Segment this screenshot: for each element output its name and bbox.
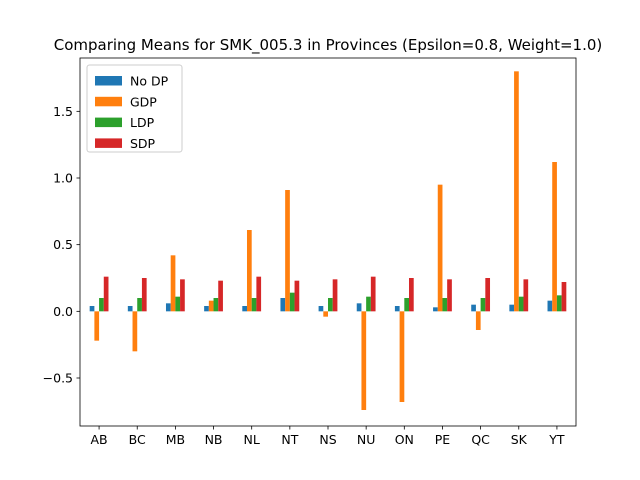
bar-no-dp-bc bbox=[127, 306, 133, 312]
bar-no-dp-mb bbox=[165, 303, 171, 312]
legend-swatch-ldp bbox=[95, 117, 122, 128]
legend-swatch-no-dp bbox=[95, 76, 122, 86]
bar-no-dp-qc bbox=[471, 304, 476, 312]
legend-box bbox=[86, 64, 183, 153]
x-tick-label: YT bbox=[548, 432, 565, 447]
bar-ldp-yt bbox=[556, 295, 562, 312]
y-tick-label: −0.5 bbox=[43, 371, 73, 386]
y-tick-label: 0.5 bbox=[53, 237, 73, 252]
x-tick-label: NT bbox=[281, 432, 298, 447]
bar-ldp-nb bbox=[213, 298, 219, 312]
bar-no-dp-nb bbox=[204, 306, 209, 312]
x-tick-label: AB bbox=[91, 432, 108, 447]
plot-area bbox=[89, 71, 567, 410]
legend-label-sdp: SDP bbox=[130, 136, 156, 151]
bar-no-dp-sk bbox=[509, 304, 515, 312]
bar-ldp-sk bbox=[518, 296, 524, 312]
bar-gdp-ab bbox=[94, 311, 100, 341]
bar-sdp-ab bbox=[103, 276, 109, 312]
bar-gdp-yt bbox=[552, 162, 557, 312]
bar-sdp-nl bbox=[256, 276, 262, 312]
legend-label-ldp: LDP bbox=[130, 115, 155, 130]
bar-gdp-bc bbox=[132, 311, 138, 352]
bar-ldp-on bbox=[404, 298, 410, 312]
x-tick-label: NB bbox=[205, 432, 223, 447]
y-tick-label: 1.0 bbox=[53, 171, 73, 186]
x-tick-label: MB bbox=[166, 432, 185, 447]
bar-ldp-pe bbox=[442, 298, 448, 312]
axes: AB BC MB NB NL NT NS NU ON PE QC SK YT −0.5 0.0 0.5 1.0 1… bbox=[43, 57, 577, 447]
bar-ldp-bc bbox=[137, 298, 142, 312]
bar-sdp-nb bbox=[218, 280, 223, 312]
bar-ldp-nu bbox=[366, 296, 371, 312]
bar-sdp-qc bbox=[485, 278, 491, 312]
bar-no-dp-ab bbox=[89, 306, 95, 312]
bar-gdp-nb bbox=[208, 300, 214, 312]
bar-sdp-nu bbox=[370, 276, 376, 312]
bar-ldp-qc bbox=[480, 298, 486, 312]
bar-sdp-ns bbox=[332, 279, 338, 312]
bar-no-dp-nu bbox=[356, 303, 362, 312]
bar-no-dp-nl bbox=[242, 306, 247, 312]
bar-sdp-pe bbox=[447, 279, 452, 312]
x-tick-label: NS bbox=[319, 432, 336, 447]
x-tick-label: ON bbox=[395, 432, 414, 447]
bar-sdp-yt bbox=[561, 282, 567, 312]
bar-no-dp-ns bbox=[318, 306, 324, 312]
x-tick-label: QC bbox=[471, 432, 490, 447]
legend: No DP GDP LDP SDP bbox=[86, 64, 183, 153]
bar-sdp-sk bbox=[523, 279, 529, 312]
bar-ldp-ab bbox=[99, 298, 104, 312]
x-tick-label: NU bbox=[357, 432, 376, 447]
bar-gdp-nt bbox=[285, 190, 290, 312]
bar-gdp-mb bbox=[170, 255, 176, 312]
chart-title: Comparing Means for SMK_005.3 in Provinc… bbox=[54, 36, 603, 55]
bar-sdp-nt bbox=[294, 280, 300, 312]
bar-no-dp-pe bbox=[433, 307, 438, 312]
bar-ldp-nl bbox=[251, 298, 257, 312]
bar-sdp-on bbox=[409, 278, 414, 312]
legend-swatch-gdp bbox=[95, 96, 122, 107]
x-tick-label: PE bbox=[435, 432, 451, 447]
bar-sdp-bc bbox=[141, 278, 147, 312]
bar-gdp-nu bbox=[361, 311, 367, 410]
y-tick-label: 1.5 bbox=[53, 104, 73, 119]
x-tick-label: NL bbox=[244, 432, 260, 447]
bar-ldp-nt bbox=[289, 292, 295, 312]
bar-no-dp-yt bbox=[547, 300, 553, 312]
bar-no-dp-on bbox=[394, 306, 400, 312]
y-tick-label: 0.0 bbox=[53, 304, 73, 319]
bar-gdp-ns bbox=[323, 311, 328, 317]
legend-swatch-sdp bbox=[95, 138, 122, 148]
bar-sdp-mb bbox=[180, 279, 185, 312]
bar-gdp-on bbox=[399, 311, 405, 402]
x-tick-label: BC bbox=[129, 432, 146, 447]
bar-no-dp-nt bbox=[280, 298, 286, 312]
bar-ldp-mb bbox=[175, 296, 181, 312]
bar-gdp-nl bbox=[246, 230, 252, 312]
bar-gdp-sk bbox=[514, 71, 519, 312]
legend-label-gdp: GDP bbox=[130, 94, 157, 109]
bar-gdp-qc bbox=[475, 311, 481, 330]
legend-label-no-dp: No DP bbox=[130, 74, 169, 89]
bar-ldp-ns bbox=[328, 298, 333, 312]
bar-gdp-pe bbox=[437, 184, 443, 312]
x-tick-label: SK bbox=[511, 432, 528, 447]
